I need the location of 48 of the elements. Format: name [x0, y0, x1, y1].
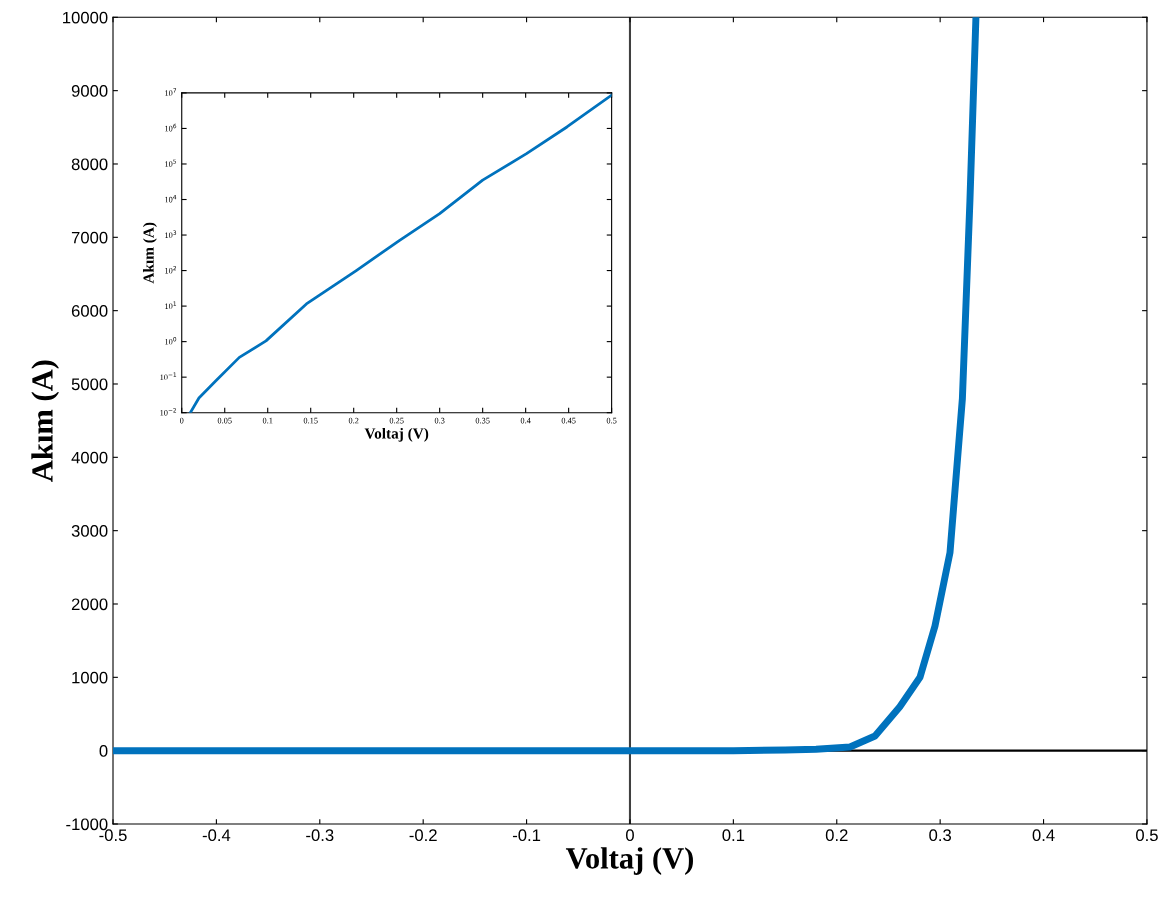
y-tick-label: 10$^{6}$: [165, 123, 177, 132]
x-tick-label: -0.2: [409, 829, 437, 842]
y-tick-label: 3000: [71, 525, 108, 537]
x-tick-label: 0.15: [303, 417, 318, 424]
x-tick-label: 0.4: [1032, 829, 1055, 842]
y-tick-label: 10$^{3}$: [165, 230, 177, 238]
y-tick-label: 10000: [63, 11, 108, 24]
x-tick-label: 0: [179, 417, 184, 424]
x-tick-label: 0.5: [606, 417, 617, 424]
y-tick-label: 10$^{1}$: [165, 301, 177, 310]
y-tick-label: 10$^{2}$: [165, 265, 176, 274]
y-tick-label: 10$^{0}$: [165, 336, 177, 345]
x-tick-label: 0.35: [475, 417, 490, 424]
y-tick-label: 8000: [71, 158, 108, 171]
x-tick-label: -0.5: [99, 829, 127, 842]
y-axis-title: Akım (A): [31, 360, 60, 482]
y-tick-label: 10$^{−2}$: [160, 408, 177, 416]
y-tick-label: 2000: [71, 598, 108, 611]
y-tick-label: 10$^{−1}$: [160, 372, 177, 381]
x-tick-label: 0: [625, 829, 634, 842]
x-axis-title: Voltaj (V): [364, 427, 429, 442]
x-tick-label: 0.2: [348, 417, 359, 424]
y-tick-label: 1000: [72, 671, 108, 684]
x-tick-label: 0.45: [561, 417, 576, 424]
y-tick-label: 10$^{4}$: [165, 194, 177, 203]
y-tick-label: 0: [99, 745, 108, 757]
y-tick-label: -1000: [66, 818, 108, 831]
y-axis-title: Akım (A): [143, 222, 157, 284]
x-tick-label: 0.1: [722, 829, 745, 842]
x-tick-label: -0.3: [306, 829, 334, 842]
x-axis-title: Voltaj (V): [565, 847, 693, 875]
x-tick-label: -0.1: [512, 829, 541, 842]
x-tick-label: 0.2: [825, 829, 848, 842]
x-tick-label: 0.4: [520, 417, 531, 424]
x-tick-label: 0.3: [434, 417, 445, 424]
y-tick-label: 10$^{7}$: [165, 88, 177, 96]
y-tick-label: 4000: [71, 451, 108, 464]
y-tick-label: 7000: [71, 231, 108, 244]
x-tick-label: 0.5: [1136, 829, 1158, 842]
x-tick-label: 0.3: [929, 829, 952, 842]
y-tick-label: 6000: [71, 305, 108, 317]
y-tick-label: 9000: [71, 85, 108, 97]
x-tick-label: 0.1: [262, 417, 273, 424]
y-tick-label: 5000: [71, 378, 108, 391]
x-tick-label: 0.05: [217, 417, 232, 424]
x-tick-label: -0.4: [202, 829, 231, 842]
x-tick-label: 0.25: [389, 417, 404, 424]
y-tick-label: 10$^{5}$: [165, 159, 177, 167]
